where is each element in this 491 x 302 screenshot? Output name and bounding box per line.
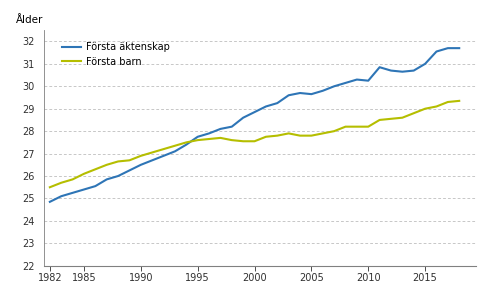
Första äktenskap [308, 92, 314, 96]
Första äktenskap [149, 159, 155, 162]
Första äktenskap [343, 81, 349, 85]
Första äktenskap [388, 69, 394, 72]
Första barn [251, 140, 257, 143]
Första barn [445, 100, 451, 104]
Första barn [58, 181, 64, 185]
Första äktenskap [286, 93, 292, 97]
Första äktenskap [320, 89, 326, 93]
Första äktenskap [58, 194, 64, 198]
Första barn [263, 135, 269, 139]
Första barn [70, 178, 76, 181]
Första barn [422, 107, 428, 111]
Första äktenskap [81, 188, 87, 191]
Första äktenskap [206, 132, 212, 135]
Första barn [104, 163, 109, 167]
Första barn [411, 111, 417, 115]
Första äktenskap [411, 69, 417, 72]
Line: Första barn: Första barn [50, 101, 459, 187]
Första äktenskap [229, 125, 235, 128]
Första äktenskap [183, 143, 189, 146]
Första äktenskap [263, 105, 269, 108]
Första barn [161, 147, 166, 151]
Första äktenskap [377, 66, 382, 69]
Första barn [308, 134, 314, 137]
Första äktenskap [70, 191, 76, 195]
Första barn [456, 99, 462, 103]
Första äktenskap [127, 169, 133, 172]
Första äktenskap [195, 135, 201, 139]
Text: Ålder: Ålder [16, 15, 44, 25]
Första äktenskap [399, 70, 405, 73]
Första barn [320, 132, 326, 135]
Första äktenskap [434, 50, 439, 53]
Första äktenskap [115, 174, 121, 178]
Första barn [115, 160, 121, 163]
Första barn [218, 136, 223, 140]
Första äktenskap [240, 116, 246, 120]
Första äktenskap [297, 91, 303, 95]
Första äktenskap [365, 79, 371, 82]
Första barn [286, 132, 292, 135]
Första barn [274, 134, 280, 137]
Första äktenskap [47, 200, 53, 204]
Första äktenskap [104, 178, 109, 181]
Första äktenskap [92, 184, 98, 188]
Första äktenskap [445, 46, 451, 50]
Första barn [399, 116, 405, 120]
Första äktenskap [251, 110, 257, 114]
Första barn [195, 138, 201, 142]
Första äktenskap [456, 46, 462, 50]
Första barn [240, 140, 246, 143]
Första barn [377, 118, 382, 122]
Första barn [297, 134, 303, 137]
Första äktenskap [138, 163, 144, 167]
Första äktenskap [274, 101, 280, 105]
Första äktenskap [331, 85, 337, 88]
Line: Första äktenskap: Första äktenskap [50, 48, 459, 202]
Första barn [354, 125, 360, 128]
Första barn [172, 144, 178, 148]
Första barn [206, 137, 212, 141]
Första äktenskap [161, 154, 166, 158]
Första barn [434, 105, 439, 108]
Första äktenskap [218, 127, 223, 131]
Första äktenskap [422, 62, 428, 66]
Första barn [229, 138, 235, 142]
Första äktenskap [172, 149, 178, 153]
Första barn [127, 159, 133, 162]
Första barn [365, 125, 371, 128]
Första barn [149, 151, 155, 154]
Första barn [183, 140, 189, 144]
Första barn [388, 117, 394, 120]
Första barn [81, 172, 87, 175]
Första äktenskap [354, 78, 360, 81]
Första barn [47, 185, 53, 189]
Första barn [92, 168, 98, 171]
Första barn [138, 154, 144, 158]
Första barn [343, 125, 349, 128]
Första barn [331, 129, 337, 133]
Legend: Första äktenskap, Första barn: Första äktenskap, Första barn [62, 42, 170, 67]
